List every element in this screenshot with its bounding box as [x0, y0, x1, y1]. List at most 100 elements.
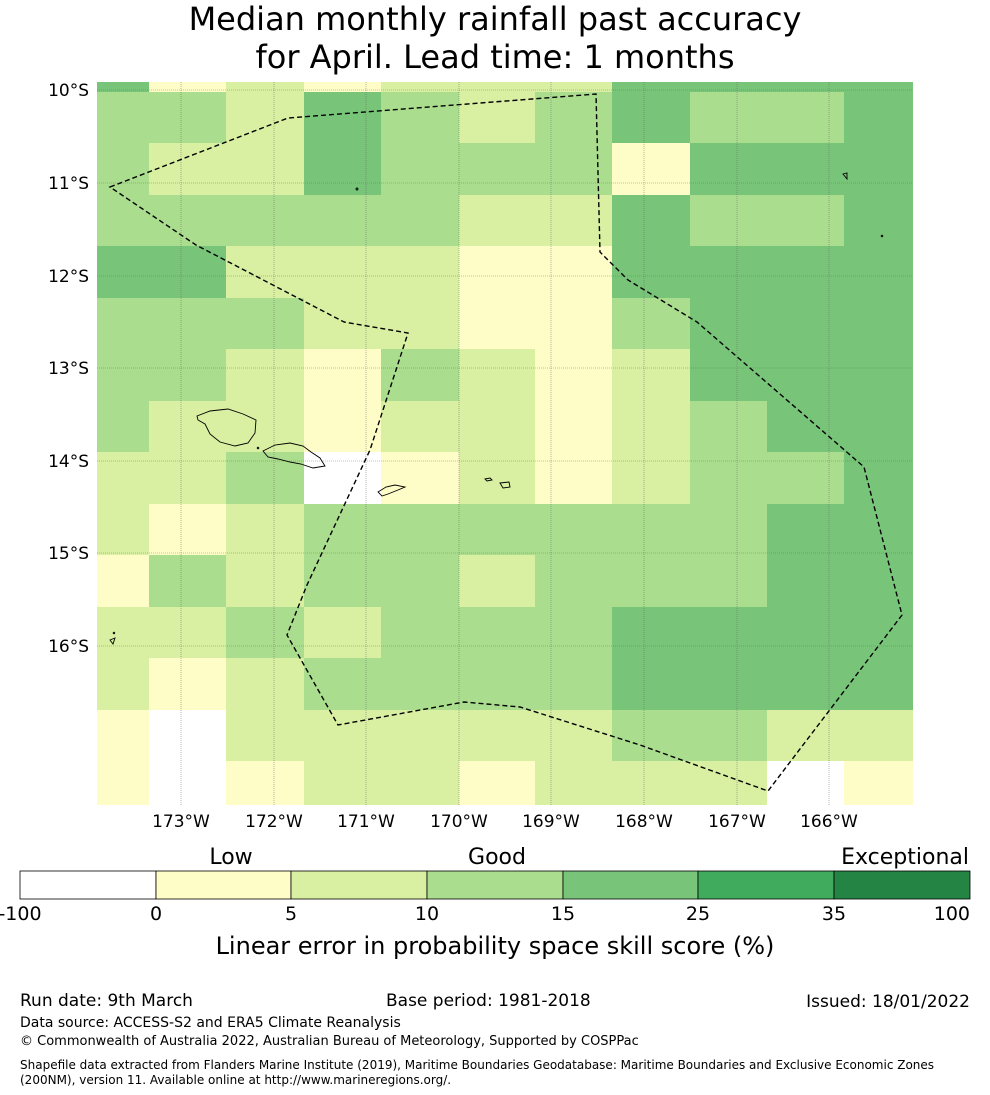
- island-small-1: [842, 172, 848, 181]
- skill-cell: [767, 761, 844, 805]
- skill-cell: [226, 658, 304, 710]
- colorbar-ticks: -100 0 5 10 15 25 35 100: [0, 903, 970, 925]
- skill-cell: [226, 504, 304, 555]
- skill-cell: [612, 246, 913, 298]
- island-upolu: [262, 442, 326, 469]
- skill-cell: [612, 349, 690, 401]
- skill-cell: [304, 658, 612, 710]
- legend-category-good: Good: [468, 845, 526, 870]
- skill-cell: [459, 349, 535, 401]
- skill-cell: [459, 246, 612, 298]
- base-period: Base period: 1981-2018: [386, 991, 591, 1011]
- colorbar-swatch: [290, 870, 428, 900]
- shapefile-credit-line-2: (200NM), version 11. Available online at…: [20, 1073, 452, 1087]
- skill-cell: [767, 710, 913, 761]
- title-line-2: for April. Lead time: 1 months: [255, 38, 735, 76]
- lon-label: 173°W: [152, 812, 210, 830]
- lat-label: 15°S: [48, 544, 89, 564]
- skill-cell: [690, 92, 844, 143]
- skill-cell: [844, 92, 913, 143]
- colorbar-tick-label: 10: [415, 903, 439, 925]
- skill-cell: [612, 607, 913, 658]
- issued-date: Issued: 18/01/2022: [806, 992, 970, 1012]
- colorbar-tick-label: -100: [0, 903, 42, 925]
- skill-cell: [459, 555, 535, 607]
- skill-cell: [690, 195, 844, 246]
- skill-cell: [381, 607, 612, 658]
- lon-label: 166°W: [800, 812, 858, 830]
- skill-cell: [97, 143, 149, 195]
- skill-cell: [226, 452, 304, 504]
- title-line-1: Median monthly rainfall past accuracy: [188, 0, 802, 38]
- skill-cell: [97, 298, 304, 349]
- skill-cell: [381, 92, 459, 143]
- skill-cell: [149, 658, 226, 710]
- skill-cell: [226, 82, 304, 92]
- graticule: [97, 82, 913, 805]
- colorbar-tick-label: 25: [686, 903, 710, 925]
- skill-cell: [149, 555, 226, 607]
- skill-cell: [690, 452, 844, 504]
- skill-cell: [97, 658, 149, 710]
- skill-cell: [381, 452, 459, 504]
- colorbar-swatch: [833, 870, 971, 900]
- islands: [109, 172, 884, 645]
- colorbar-axis-label: Linear error in probability space skill …: [216, 932, 775, 960]
- skill-cell: [690, 349, 913, 401]
- skill-cell: [304, 82, 381, 92]
- skill-cell: [459, 298, 612, 349]
- skill-cell: [535, 555, 767, 607]
- skill-cell: [844, 761, 913, 805]
- skill-cell: [535, 761, 767, 805]
- legend-category-exceptional: Exceptional: [841, 845, 969, 870]
- skill-cell: [226, 607, 304, 658]
- skill-cell: [459, 452, 535, 504]
- skill-cell: [612, 452, 690, 504]
- colorbar-tick-label: 0: [150, 903, 162, 925]
- lat-label: 14°S: [48, 452, 89, 472]
- skill-cell: [304, 555, 459, 607]
- skill-cell: [226, 246, 459, 298]
- colorbar-tick-label: 5: [285, 903, 297, 925]
- skill-cell: [690, 401, 767, 452]
- lon-label: 170°W: [430, 812, 488, 830]
- lon-label: 168°W: [615, 812, 673, 830]
- skill-cell: [612, 82, 913, 92]
- colorbar-swatch: [426, 870, 564, 900]
- lon-label: 169°W: [522, 812, 580, 830]
- skill-cell: [97, 710, 149, 761]
- skill-cell: [612, 195, 690, 246]
- lon-label: 172°W: [245, 812, 303, 830]
- island-tutuila: [377, 484, 407, 497]
- skill-cell: [97, 195, 459, 246]
- skill-cell: [304, 143, 381, 195]
- data-source: Data source: ACCESS-S2 and ERA5 Climate …: [20, 1015, 401, 1031]
- skill-cell: [304, 761, 459, 805]
- skill-cell: [535, 452, 612, 504]
- skill-cell: [612, 298, 690, 349]
- skill-cell: [149, 82, 226, 92]
- colorbar-swatch: [562, 870, 699, 900]
- island-manua-1: [484, 477, 493, 482]
- skill-cell: [612, 92, 690, 143]
- eez-boundary: [108, 93, 903, 792]
- skill-cell: [97, 452, 226, 504]
- island-dot: [112, 631, 116, 635]
- skill-cells: [97, 82, 913, 805]
- skill-cell: [381, 143, 612, 195]
- skill-cell: [304, 607, 381, 658]
- chart-title: Median monthly rainfall past accuracy fo…: [0, 0, 990, 76]
- skill-cell: [304, 298, 459, 349]
- skill-cell: [381, 401, 535, 452]
- run-date: Run date: 9th March: [20, 991, 193, 1011]
- skill-cell: [381, 82, 612, 92]
- skill-cell: [535, 92, 612, 143]
- island-dot: [256, 446, 260, 450]
- skill-cell: [97, 401, 149, 452]
- skill-cell: [304, 452, 381, 504]
- skill-cell: [97, 82, 149, 92]
- skill-cell: [535, 401, 612, 452]
- lat-label: 12°S: [48, 267, 89, 287]
- skill-cell: [149, 504, 226, 555]
- skill-map: 10°S 11°S 12°S 13°S 14°S 15°S 16°S 173°W…: [48, 81, 913, 830]
